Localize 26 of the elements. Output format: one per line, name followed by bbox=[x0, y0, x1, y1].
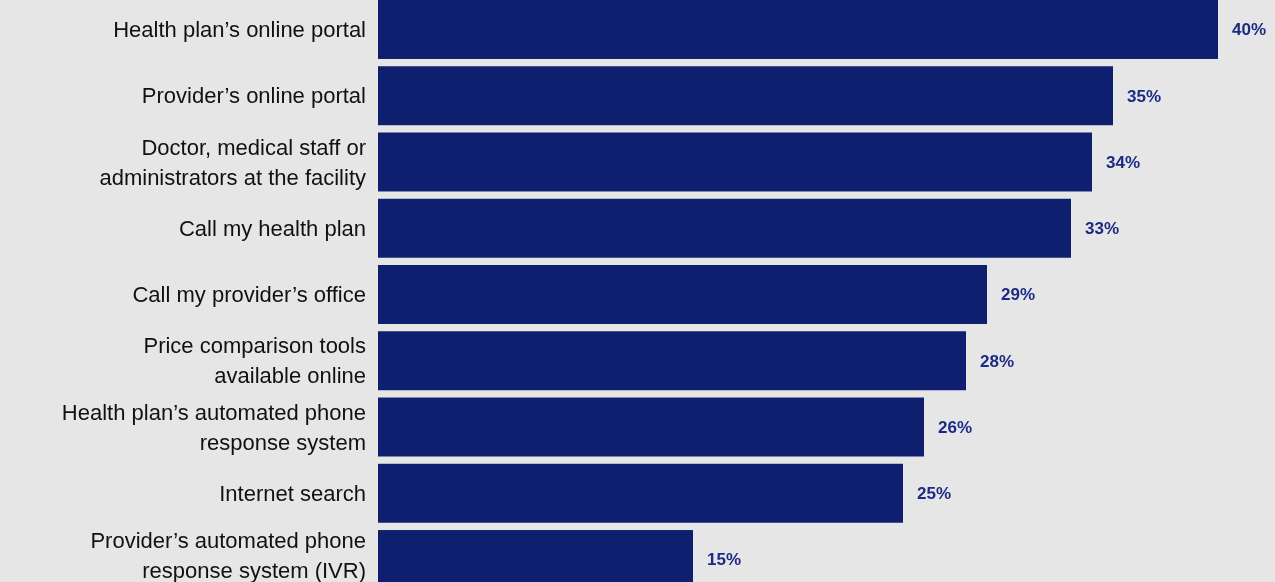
y-tick-label: Doctor, medical staff or administrators at the facility bbox=[99, 134, 366, 190]
bar bbox=[378, 463, 903, 523]
data-label: 25% bbox=[917, 484, 952, 504]
bar bbox=[378, 397, 924, 457]
bar bbox=[378, 0, 1218, 59]
bar bbox=[378, 331, 966, 391]
y-tick-label: Provider’s automated phone response system (IVR) bbox=[90, 527, 366, 582]
y-tick-label: Health plan’s automated phone response system bbox=[61, 399, 366, 455]
y-tick-label: Internet search bbox=[219, 480, 366, 506]
y-tick-label: Call my health plan bbox=[178, 215, 366, 241]
y-tick-label: Call my provider’s office bbox=[132, 282, 366, 308]
data-label: 26% bbox=[938, 417, 973, 437]
data-label: 29% bbox=[1001, 285, 1036, 305]
y-tick-label: Provider’s online portal bbox=[141, 83, 366, 109]
data-label: 33% bbox=[1085, 219, 1120, 239]
data-label: 28% bbox=[980, 351, 1015, 371]
bar bbox=[378, 198, 1071, 258]
bar bbox=[378, 132, 1092, 192]
data-label: 34% bbox=[1106, 152, 1141, 172]
data-label: 15% bbox=[707, 550, 742, 570]
bar bbox=[378, 265, 987, 324]
bar bbox=[378, 66, 1113, 126]
data-label: 40% bbox=[1232, 20, 1267, 40]
data-label: 35% bbox=[1127, 86, 1162, 106]
y-tick-label: Health plan’s online portal bbox=[113, 17, 366, 43]
y-tick-label: Price comparison tools available online bbox=[143, 333, 366, 389]
